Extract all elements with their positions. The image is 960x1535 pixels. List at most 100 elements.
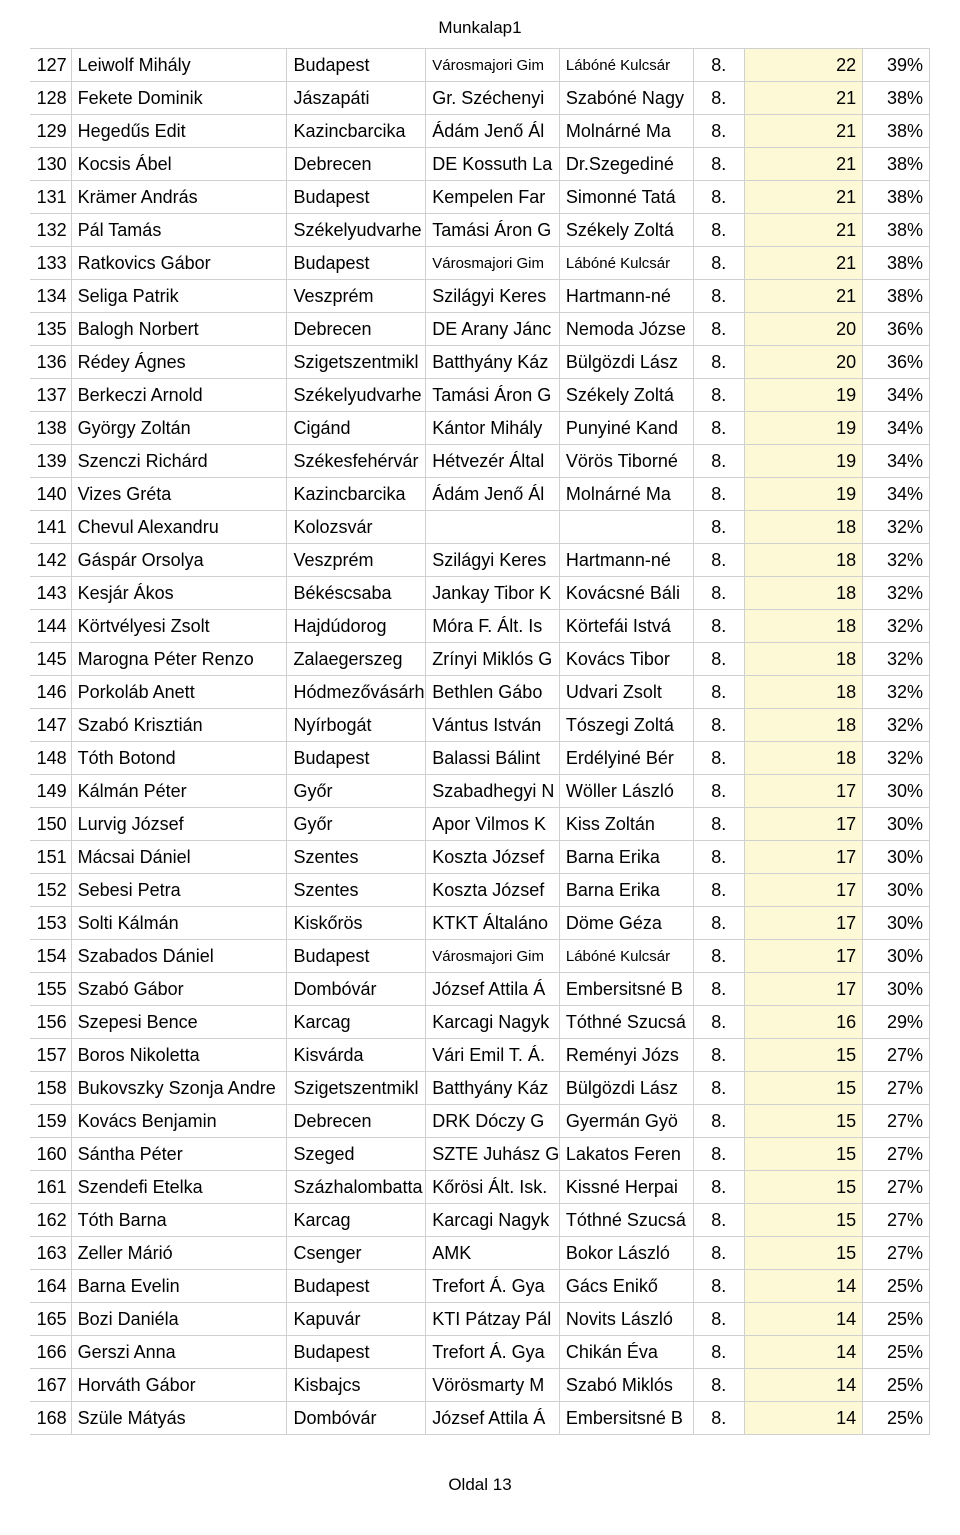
grade-cell: 8. — [693, 1171, 744, 1204]
value-cell: 15 — [744, 1171, 862, 1204]
teacher-cell — [559, 511, 693, 544]
teacher-cell: Wöller László — [559, 775, 693, 808]
school-cell: Városmajori Gim — [426, 247, 560, 280]
grade-cell: 8. — [693, 214, 744, 247]
table-row: 142Gáspár OrsolyaVeszprémSzilágyi KeresH… — [30, 544, 930, 577]
table-row: 148Tóth BotondBudapestBalassi BálintErdé… — [30, 742, 930, 775]
table-row: 164Barna EvelinBudapestTrefort Á. GyaGác… — [30, 1270, 930, 1303]
city-cell: Kiskőrös — [287, 907, 426, 940]
value-cell: 20 — [744, 346, 862, 379]
row-number: 130 — [30, 148, 71, 181]
row-number: 164 — [30, 1270, 71, 1303]
city-cell: Hajdúdorog — [287, 610, 426, 643]
name-cell: Marogna Péter Renzo — [71, 643, 287, 676]
name-cell: Mácsai Dániel — [71, 841, 287, 874]
school-cell: DE Arany Jánc — [426, 313, 560, 346]
table-row: 163Zeller MárióCsengerAMKBokor László8.1… — [30, 1237, 930, 1270]
school-cell: Apor Vilmos K — [426, 808, 560, 841]
name-cell: Szüle Mátyás — [71, 1402, 287, 1435]
teacher-cell: Hartmann-né — [559, 544, 693, 577]
grade-cell: 8. — [693, 544, 744, 577]
grade-cell: 8. — [693, 1138, 744, 1171]
value-cell: 21 — [744, 115, 862, 148]
row-number: 155 — [30, 973, 71, 1006]
percent-cell: 27% — [863, 1072, 930, 1105]
school-cell: Karcagi Nagyk — [426, 1204, 560, 1237]
city-cell: Cigánd — [287, 412, 426, 445]
city-cell: Szentes — [287, 874, 426, 907]
city-cell: Veszprém — [287, 544, 426, 577]
name-cell: Ratkovics Gábor — [71, 247, 287, 280]
percent-cell: 34% — [863, 379, 930, 412]
teacher-cell: Barna Erika — [559, 841, 693, 874]
name-cell: Balogh Norbert — [71, 313, 287, 346]
city-cell: Kapuvár — [287, 1303, 426, 1336]
row-number: 132 — [30, 214, 71, 247]
city-cell: Kisvárda — [287, 1039, 426, 1072]
teacher-cell: Székely Zoltá — [559, 379, 693, 412]
row-number: 151 — [30, 841, 71, 874]
school-cell: Hétvezér Által — [426, 445, 560, 478]
city-cell: Győr — [287, 808, 426, 841]
city-cell: Nyírbogát — [287, 709, 426, 742]
row-number: 153 — [30, 907, 71, 940]
percent-cell: 30% — [863, 874, 930, 907]
table-row: 150Lurvig JózsefGyőrApor Vilmos KKiss Zo… — [30, 808, 930, 841]
value-cell: 17 — [744, 940, 862, 973]
table-row: 155Szabó GáborDombóvárJózsef Attila ÁEmb… — [30, 973, 930, 1006]
teacher-cell: Kovács Tibor — [559, 643, 693, 676]
city-cell: Debrecen — [287, 148, 426, 181]
grade-cell: 8. — [693, 82, 744, 115]
city-cell: Budapest — [287, 940, 426, 973]
row-number: 140 — [30, 478, 71, 511]
name-cell: Horváth Gábor — [71, 1369, 287, 1402]
school-cell: SZTE Juhász G — [426, 1138, 560, 1171]
percent-cell: 27% — [863, 1171, 930, 1204]
row-number: 134 — [30, 280, 71, 313]
grade-cell: 8. — [693, 973, 744, 1006]
value-cell: 21 — [744, 82, 862, 115]
teacher-cell: Bülgözdi Lász — [559, 346, 693, 379]
grade-cell: 8. — [693, 1237, 744, 1270]
teacher-cell: Székely Zoltá — [559, 214, 693, 247]
grade-cell: 8. — [693, 346, 744, 379]
name-cell: Szendefi Etelka — [71, 1171, 287, 1204]
table-row: 143Kesjár ÁkosBékéscsabaJankay Tibor KKo… — [30, 577, 930, 610]
table-row: 128Fekete DominikJászapátiGr. SzéchenyiS… — [30, 82, 930, 115]
name-cell: Tóth Barna — [71, 1204, 287, 1237]
table-row: 147Szabó KrisztiánNyírbogátVántus István… — [30, 709, 930, 742]
percent-cell: 38% — [863, 148, 930, 181]
school-cell: Gr. Széchenyi — [426, 82, 560, 115]
percent-cell: 30% — [863, 940, 930, 973]
teacher-cell: Döme Géza — [559, 907, 693, 940]
table-row: 159Kovács BenjaminDebrecenDRK Dóczy GGye… — [30, 1105, 930, 1138]
grade-cell: 8. — [693, 643, 744, 676]
teacher-cell: Kovácsné Báli — [559, 577, 693, 610]
teacher-cell: Novits László — [559, 1303, 693, 1336]
grade-cell: 8. — [693, 1369, 744, 1402]
school-cell: Szilágyi Keres — [426, 280, 560, 313]
school-cell: Karcagi Nagyk — [426, 1006, 560, 1039]
value-cell: 18 — [744, 544, 862, 577]
table-row: 129Hegedűs EditKazincbarcikaÁdám Jenő Ál… — [30, 115, 930, 148]
table-row: 138György ZoltánCigándKántor MihályPunyi… — [30, 412, 930, 445]
name-cell: Szabó Krisztián — [71, 709, 287, 742]
grade-cell: 8. — [693, 148, 744, 181]
school-cell: Kőrösi Ált. Isk. — [426, 1171, 560, 1204]
name-cell: Szabó Gábor — [71, 973, 287, 1006]
value-cell: 15 — [744, 1204, 862, 1237]
value-cell: 22 — [744, 49, 862, 82]
value-cell: 16 — [744, 1006, 862, 1039]
percent-cell: 32% — [863, 577, 930, 610]
page-title: Munkalap1 — [30, 18, 930, 38]
grade-cell: 8. — [693, 1402, 744, 1435]
teacher-cell: Szabó Miklós — [559, 1369, 693, 1402]
percent-cell: 27% — [863, 1204, 930, 1237]
city-cell: Kazincbarcika — [287, 478, 426, 511]
school-cell: Városmajori Gim — [426, 940, 560, 973]
value-cell: 21 — [744, 181, 862, 214]
school-cell: Szabadhegyi N — [426, 775, 560, 808]
name-cell: Körtvélyesi Zsolt — [71, 610, 287, 643]
row-number: 165 — [30, 1303, 71, 1336]
city-cell: Székelyudvarhe — [287, 379, 426, 412]
